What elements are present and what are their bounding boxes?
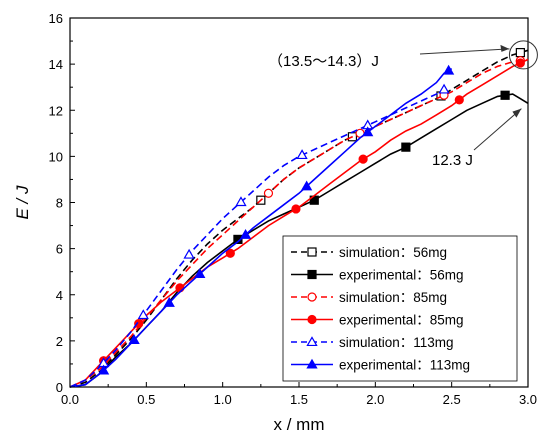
y-tick-label: 12 xyxy=(49,103,63,118)
y-tick-label: 8 xyxy=(56,196,63,211)
legend-marker xyxy=(307,292,317,302)
legend: simulation：56mg experimental：56mg simulati… xyxy=(282,235,518,382)
series-marker xyxy=(194,268,206,279)
y-tick-label: 0 xyxy=(56,380,63,395)
series-4 xyxy=(69,83,450,388)
x-tick-label: 0.5 xyxy=(137,392,155,407)
series-marker xyxy=(500,90,510,100)
series-marker xyxy=(438,83,450,94)
series-marker xyxy=(442,64,455,75)
x-tick-label: 0.0 xyxy=(61,392,79,407)
annotation-upper: （13.5～14.3）J xyxy=(268,53,379,70)
legend-marker xyxy=(307,314,317,325)
series-marker xyxy=(300,180,313,191)
series-marker xyxy=(454,95,464,105)
series-marker xyxy=(515,58,525,68)
legend-label: experimental：56mg xyxy=(339,268,464,283)
series-marker xyxy=(263,188,274,198)
y-tick-label: 16 xyxy=(49,11,63,26)
legend-entry: simulation：113mg xyxy=(291,335,454,350)
series-marker xyxy=(235,196,247,207)
series-marker xyxy=(362,126,374,137)
series-layer xyxy=(69,47,529,388)
series-marker xyxy=(239,228,252,239)
annotation-arrow-lower xyxy=(473,108,522,151)
annotation-arrow-upper xyxy=(419,48,510,55)
annotation-circle xyxy=(508,40,538,70)
series-marker xyxy=(296,149,308,160)
annotation-layer: （13.5～14.3）J 12.3 J xyxy=(268,40,538,169)
series-marker xyxy=(134,318,144,329)
series-marker xyxy=(97,364,110,375)
legend-entry: experimental：113mg xyxy=(291,358,470,373)
legend-label: experimental：113mg xyxy=(339,358,470,373)
series-marker xyxy=(358,154,368,164)
annotation-arrowhead-upper xyxy=(500,44,510,52)
series-marker xyxy=(175,283,185,293)
y-tick-label: 2 xyxy=(56,334,63,349)
y-tick-label: 4 xyxy=(56,288,63,303)
legend-marker xyxy=(307,247,317,257)
legend-label: simulation：56mg xyxy=(339,245,447,260)
legend-label: simulation：85mg xyxy=(339,290,447,305)
legend-entry: experimental：56mg xyxy=(291,268,464,283)
series-marker xyxy=(137,309,149,320)
series-marker xyxy=(515,47,525,58)
series-marker xyxy=(183,248,195,259)
series-marker xyxy=(401,142,411,152)
series-marker xyxy=(225,248,235,258)
x-tick-label: 1.0 xyxy=(214,392,232,407)
series-marker xyxy=(163,297,175,307)
annotation-lower: 12.3 J xyxy=(432,152,473,169)
series-marker xyxy=(291,204,301,214)
ticks-layer: 0.0 0.5 1.0 1.5 2.0 2.5 3.0 0 2 4 6 8 10 12 14 16 xyxy=(49,11,538,407)
legend-label: experimental：85mg xyxy=(339,313,464,328)
annotation-arrowhead-lower xyxy=(512,108,522,118)
x-tick-label: 2.5 xyxy=(443,392,461,407)
legend-marker xyxy=(306,358,318,369)
legend-entry: experimental：85mg xyxy=(291,313,464,328)
series-marker xyxy=(233,234,243,244)
x-tick-label: 1.5 xyxy=(290,392,308,407)
y-tick-label: 6 xyxy=(56,242,63,257)
legend-marker xyxy=(307,269,317,280)
series-5 xyxy=(69,64,455,388)
legend-marker xyxy=(306,336,318,347)
series-line xyxy=(69,49,529,388)
legend-entry: simulation：56mg xyxy=(291,245,447,260)
y-axis-title: E / J xyxy=(13,185,32,220)
series-marker xyxy=(128,334,140,345)
y-tick-label: 14 xyxy=(49,57,63,72)
legend-entry: simulation：85mg xyxy=(291,290,447,305)
x-tick-label: 3.0 xyxy=(519,392,537,407)
series-line xyxy=(69,88,445,388)
legend-box xyxy=(282,235,518,382)
x-tick-label: 2.0 xyxy=(366,392,384,407)
x-axis-title: x / mm xyxy=(274,415,325,434)
legend-label: simulation：113mg xyxy=(339,335,454,350)
y-tick-label: 10 xyxy=(49,149,63,164)
